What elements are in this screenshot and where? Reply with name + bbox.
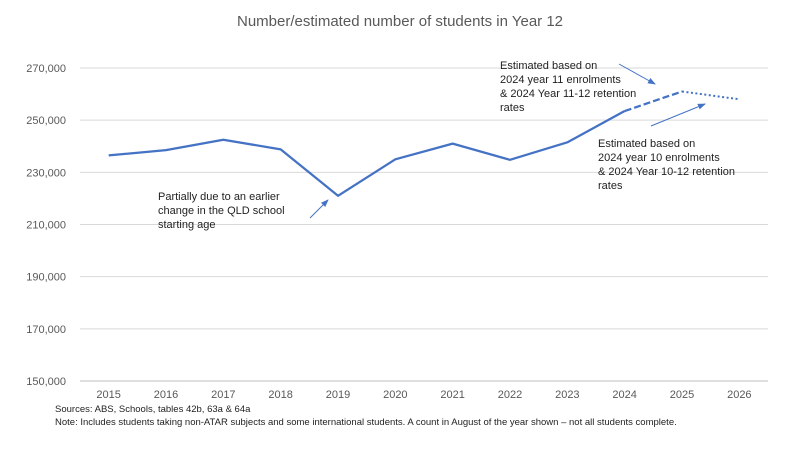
y-tick-label: 170,000: [26, 324, 66, 336]
annotation-est10: Estimated based on 2024 year 10 enrolment…: [598, 138, 735, 192]
x-tick-label: 2023: [555, 389, 579, 400]
annotation-arrow: [650, 103, 706, 127]
sources-note: Sources: ABS, Schools, tables 42b, 63a &…: [55, 404, 251, 415]
y-tick-label: 210,000: [26, 220, 66, 232]
chart-title: Number/estimated number of students in Y…: [237, 13, 563, 30]
x-tick-label: 2020: [383, 389, 407, 400]
x-tick-label: 2025: [670, 389, 694, 400]
series-lines: [108, 90, 740, 197]
annotation-line: Estimated based on: [598, 138, 695, 150]
x-tick-label: 2024: [612, 389, 636, 400]
annotation-line: 2024 year 10 enrolments: [598, 152, 720, 164]
footnote: Note: Includes students taking non-ATAR …: [55, 417, 677, 428]
annotation-line: change in the QLD school: [158, 205, 285, 217]
y-tick-label: 190,000: [26, 272, 66, 284]
annotation-line: & 2024 Year 10-12 retention: [598, 166, 735, 178]
annotation-arrow: [309, 199, 329, 219]
x-tick-label: 2018: [268, 389, 292, 400]
gridlines: [80, 67, 768, 382]
x-tick-label: 2026: [727, 389, 751, 400]
y-tick-label: 250,000: [26, 115, 66, 127]
annotation-line: rates: [598, 180, 623, 192]
series-line-dotted: [681, 90, 740, 101]
x-tick-label: 2017: [211, 389, 235, 400]
annotations: Partially due to an earlier change in the…: [158, 60, 735, 231]
annotation-arrow: [618, 63, 656, 85]
annotation-line: rates: [500, 102, 525, 114]
x-tick-label: 2022: [498, 389, 522, 400]
line-chart: Number/estimated number of students in Y…: [26, 13, 768, 400]
y-tick-label: 150,000: [26, 376, 66, 388]
annotation-line: Estimated based on: [500, 60, 597, 72]
annotation-line: & 2024 Year 11-12 retention: [500, 88, 636, 100]
annotation-line: Partially due to an earlier: [158, 191, 280, 203]
series-line-dashed: [624, 90, 683, 113]
y-tick-label: 230,000: [26, 167, 66, 179]
x-tick-label: 2021: [440, 389, 464, 400]
series-line-solid: [108, 110, 626, 197]
annotation-line: 2024 year 11 enrolments: [500, 74, 621, 86]
annotation-est11: Estimated based on 2024 year 11 enrolment…: [500, 60, 636, 114]
annotation-qld: Partially due to an earlier change in the…: [158, 191, 285, 231]
x-tick-label: 2015: [96, 389, 120, 400]
x-tick-label: 2019: [326, 389, 350, 400]
y-axis: 150,000 170,000 190,000 210,000 230,000 250,0…: [26, 63, 66, 388]
x-axis: 2015 2016 2017 2018 2019 2020 2021 2022 2023 2024…: [96, 389, 751, 400]
y-tick-label: 270,000: [26, 63, 66, 75]
x-tick-label: 2016: [154, 389, 178, 400]
annotation-line: starting age: [158, 219, 215, 231]
